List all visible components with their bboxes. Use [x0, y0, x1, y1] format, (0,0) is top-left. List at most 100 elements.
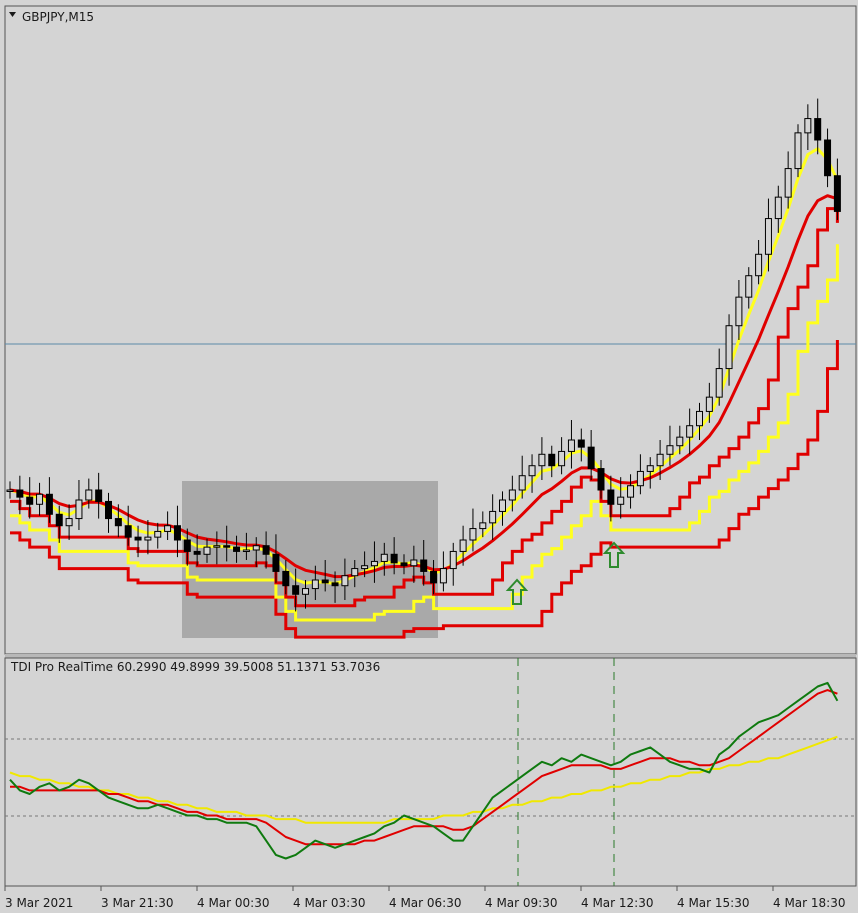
candle	[95, 472, 103, 519]
collapse-triangle-icon[interactable]	[9, 12, 16, 17]
candle	[114, 504, 122, 538]
panel-separator[interactable]	[5, 654, 856, 658]
indicator-panel: TDI Pro RealTime 60.2990 49.8999 39.5008…	[4, 657, 857, 887]
candle	[282, 560, 290, 595]
candle	[696, 402, 703, 440]
candle	[16, 475, 24, 515]
candle	[65, 504, 73, 540]
candle	[636, 454, 644, 495]
candle	[617, 477, 625, 519]
candle	[518, 455, 526, 499]
candle	[833, 158, 841, 220]
candle	[755, 240, 763, 285]
candle	[351, 560, 359, 588]
candle	[627, 474, 635, 509]
candle	[183, 528, 191, 566]
price-panel: GBPJPY,M15	[4, 5, 857, 655]
x-tick-label: 3 Mar 21:30	[101, 896, 174, 910]
candle	[489, 494, 497, 540]
candle	[6, 481, 14, 499]
candle	[784, 151, 792, 209]
candle	[459, 525, 467, 566]
candle	[538, 437, 546, 480]
candle	[764, 198, 772, 272]
candle	[213, 531, 221, 565]
candle	[311, 565, 319, 600]
candle	[400, 554, 408, 575]
candle	[173, 505, 181, 558]
candle	[292, 568, 300, 612]
candle	[55, 505, 63, 543]
candle	[607, 475, 615, 522]
candle	[164, 511, 172, 540]
candle	[597, 460, 605, 499]
candle	[144, 520, 152, 555]
candle	[725, 314, 733, 386]
candle	[774, 185, 782, 233]
candle	[469, 508, 477, 552]
candle	[508, 475, 516, 512]
x-tick-label: 4 Mar 15:30	[677, 896, 750, 910]
x-tick-label: 3 Mar 2021	[5, 896, 73, 910]
candle	[223, 525, 231, 562]
candle	[134, 525, 142, 558]
candle	[105, 492, 112, 533]
candle	[302, 580, 309, 609]
candle	[430, 560, 438, 595]
candle	[666, 425, 674, 466]
tdi-lines	[9, 681, 839, 860]
candle	[715, 348, 723, 406]
candle	[75, 480, 83, 530]
candle	[272, 534, 280, 583]
candle	[380, 542, 388, 576]
candle	[745, 267, 753, 309]
candle	[577, 428, 585, 462]
symbol-label: GBPJPY,M15	[22, 10, 94, 24]
consolidation-box	[182, 481, 438, 638]
tdi-yellow-line	[9, 735, 838, 824]
candle	[45, 477, 53, 523]
candle	[410, 545, 418, 583]
candle	[499, 491, 506, 526]
candle	[85, 478, 93, 509]
candle	[646, 457, 654, 489]
candle	[420, 540, 428, 586]
candle	[331, 571, 339, 603]
up-arrow-icon	[505, 578, 529, 605]
tdi-green-line	[9, 681, 839, 860]
candle	[686, 408, 694, 455]
candle	[676, 425, 684, 455]
candle	[124, 505, 132, 546]
candle	[656, 440, 664, 480]
candles	[6, 98, 841, 612]
indicator-label: TDI Pro RealTime 60.2990 49.8999 39.5008…	[10, 660, 380, 674]
candle	[587, 430, 595, 480]
tdi-red-line	[10, 689, 838, 846]
trailing-stop-red	[10, 340, 839, 639]
candle	[824, 128, 832, 188]
candle	[735, 280, 743, 340]
candle	[814, 98, 822, 155]
candle	[252, 537, 260, 568]
candle	[804, 104, 812, 150]
candle	[341, 558, 349, 600]
candle	[449, 542, 457, 586]
trailing-stop-yellow	[10, 244, 839, 622]
candle	[705, 382, 713, 423]
candle	[479, 511, 487, 538]
candle	[262, 531, 270, 569]
candle	[528, 454, 536, 493]
candle	[567, 420, 575, 469]
candle	[203, 538, 211, 563]
x-axis: 3 Mar 2021 3 Mar 21:30 4 Mar 00:30 4 Mar 03…	[4, 885, 856, 910]
candle	[390, 537, 398, 575]
candle	[548, 445, 556, 478]
candle	[361, 551, 369, 578]
x-tick-label: 4 Mar 06:30	[389, 896, 462, 910]
x-tick-label: 4 Mar 12:30	[581, 896, 654, 910]
candle	[233, 535, 241, 563]
candle	[26, 477, 34, 519]
candle	[370, 541, 378, 583]
candle	[439, 551, 447, 592]
